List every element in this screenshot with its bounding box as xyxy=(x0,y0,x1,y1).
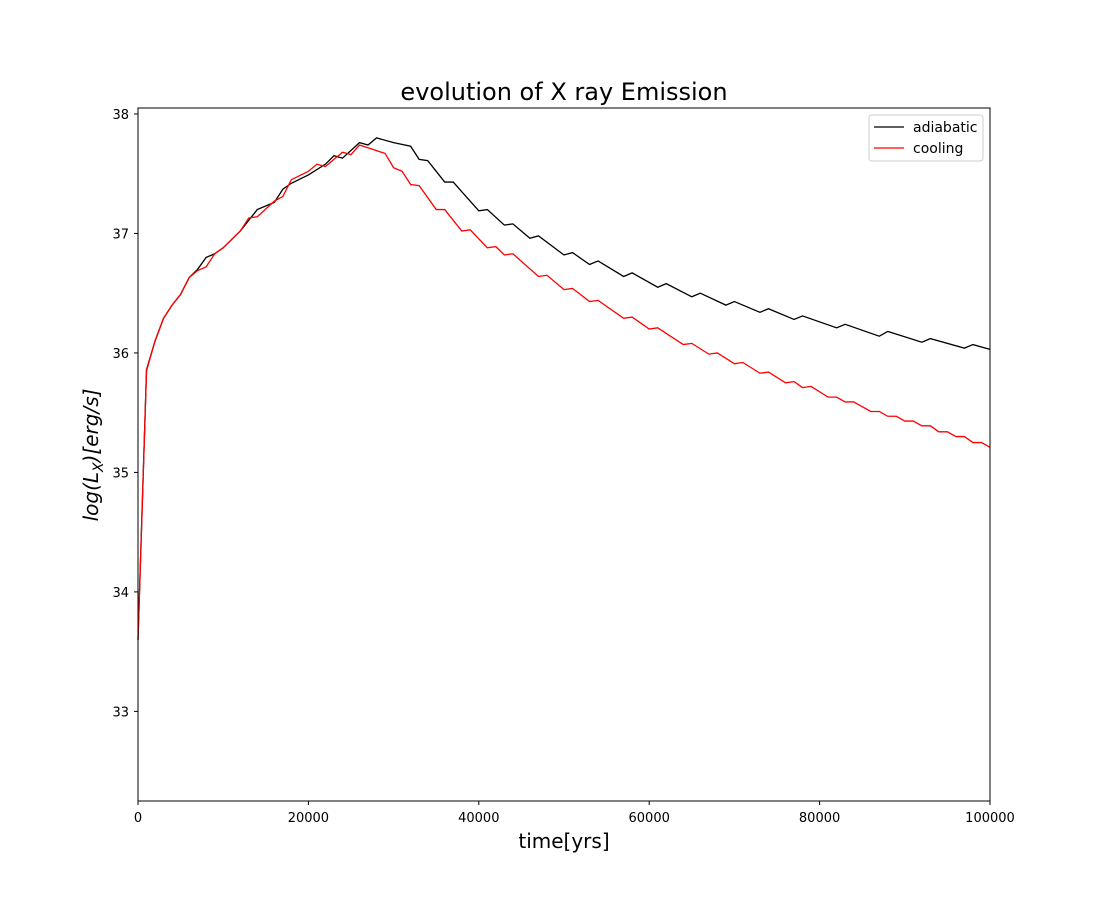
y-axis-label: log(LX)[erg/s] xyxy=(79,389,107,522)
y-axis-ticks: 33 34 35 36 37 38 xyxy=(112,108,138,720)
x-tick-label: 100000 xyxy=(965,811,1015,826)
x-axis-label: time[yrs] xyxy=(518,829,609,853)
x-tick-label: 80000 xyxy=(799,811,840,826)
y-tick-label: 36 xyxy=(112,347,129,362)
x-axis-ticks: 0 20000 40000 60000 80000 100000 xyxy=(134,801,1015,826)
x-tick-label: 40000 xyxy=(458,811,499,826)
y-tick-label: 38 xyxy=(112,108,129,123)
series-layer xyxy=(137,137,991,640)
x-tick-label: 0 xyxy=(134,811,142,826)
legend: adiabatic cooling xyxy=(868,114,984,162)
y-tick-label: 37 xyxy=(112,227,129,242)
chart-title: evolution of X ray Emission xyxy=(400,78,727,106)
legend-label-cooling: cooling xyxy=(913,141,963,157)
y-tick-label: 33 xyxy=(112,705,129,720)
series-line-cooling xyxy=(137,144,991,640)
series-line-adiabatic xyxy=(137,137,991,640)
plot-frame xyxy=(137,107,991,802)
legend-label-adiabatic: adiabatic xyxy=(913,120,977,136)
x-tick-label: 20000 xyxy=(288,811,329,826)
x-tick-label: 60000 xyxy=(629,811,670,826)
y-tick-label: 35 xyxy=(112,466,129,481)
y-tick-label: 34 xyxy=(112,586,129,601)
